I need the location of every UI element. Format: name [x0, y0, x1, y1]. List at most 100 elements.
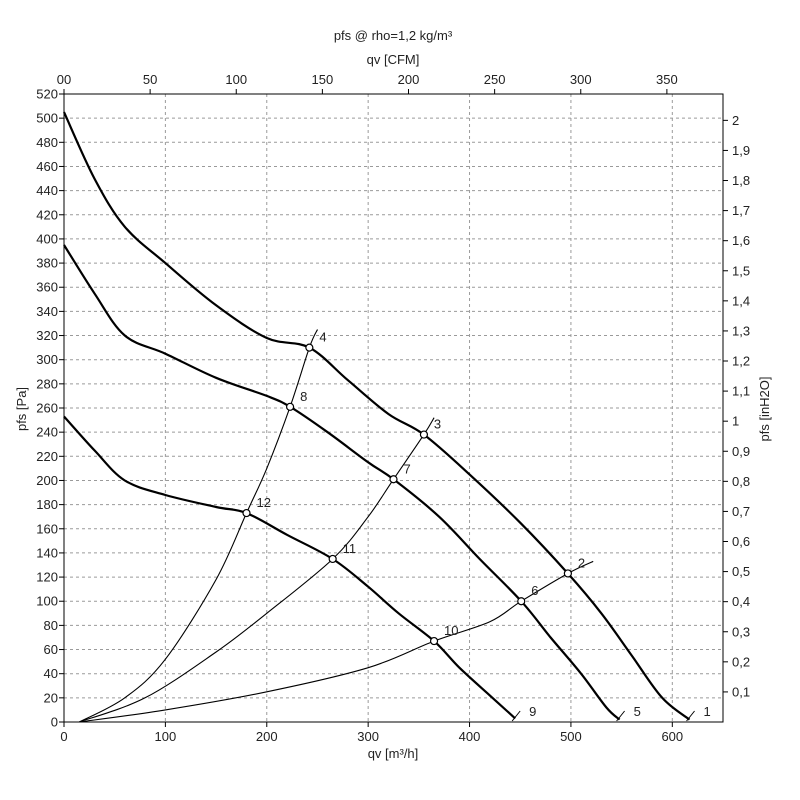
operating-point-label: 2	[578, 555, 585, 570]
operating-point	[285, 402, 295, 411]
system-curve-2	[79, 560, 594, 723]
y2-tick-label: 1	[732, 414, 739, 429]
operating-point-label: 11	[343, 541, 357, 556]
y-tick-label: 300	[36, 352, 58, 367]
y2-tick-label: 0,7	[732, 504, 750, 519]
curve-end-mark	[511, 710, 521, 722]
x-tick-label: 500	[560, 729, 582, 744]
x-tick-label: 100	[155, 729, 177, 744]
y-tick-label: 340	[36, 304, 58, 319]
y-tick-label: 480	[36, 135, 58, 150]
axis-ticks: 0 100 200 300 400 500 600020406080100120140160…	[36, 72, 750, 744]
operating-point	[328, 554, 337, 564]
curve-end-label-5: 5	[634, 704, 641, 719]
y-tick-label: 240	[36, 425, 58, 440]
x2-tick-label: 300	[570, 72, 592, 87]
y-tick-label: 60	[44, 642, 58, 657]
y2-tick-label: 0,6	[732, 534, 750, 549]
plot-frame	[63, 93, 724, 723]
x-tick-label: 600	[661, 729, 683, 744]
x-tick-label: 400	[459, 729, 481, 744]
y2-tick-label: 1,4	[732, 293, 750, 308]
y2-tick-label: 1,7	[732, 203, 750, 218]
y2-tick-label: 1,8	[732, 173, 750, 188]
y2-tick-label: 0,9	[732, 444, 750, 459]
grid	[64, 94, 723, 722]
fan-curve-5	[63, 244, 621, 721]
y-tick-label: 360	[36, 280, 58, 295]
operating-point	[389, 475, 398, 484]
operating-point-label: 7	[404, 461, 411, 476]
operating-point-label: 10	[444, 623, 458, 638]
operating-point-label: 3	[434, 417, 441, 432]
y-tick-label: 20	[44, 690, 58, 705]
x2-tick-label: 00	[57, 72, 71, 87]
operating-point	[429, 636, 439, 646]
curve-end-mark	[686, 710, 695, 722]
x-axis-title: qv [m³/h]	[368, 746, 419, 761]
operating-point-label: 12	[256, 495, 270, 510]
y-tick-label: 100	[36, 594, 58, 609]
x-tick-label: 300	[357, 729, 379, 744]
x-tick-label: 0	[60, 729, 67, 744]
fan-curves: 1 5 9	[63, 111, 711, 722]
y-tick-label: 120	[36, 570, 58, 585]
system-curve-3	[79, 417, 435, 723]
y-tick-label: 160	[36, 521, 58, 536]
x2-tick-label: 350	[656, 72, 678, 87]
y-tick-label: 380	[36, 256, 58, 271]
x2-tick-label: 100	[225, 72, 247, 87]
y-tick-label: 180	[36, 497, 58, 512]
y-tick-label: 400	[36, 231, 58, 246]
y-tick-label: 440	[36, 183, 58, 198]
y-tick-label: 520	[36, 87, 58, 102]
y-tick-label: 220	[36, 449, 58, 464]
y2-tick-label: 0,5	[732, 564, 750, 579]
operating-point-label: 4	[319, 330, 326, 345]
y-tick-label: 200	[36, 473, 58, 488]
y2-tick-label: 0,3	[732, 624, 750, 639]
x2-tick-label: 200	[398, 72, 420, 87]
system-curves	[78, 329, 594, 723]
y2-tick-label: 1,5	[732, 263, 750, 278]
y-tick-label: 0	[51, 715, 58, 730]
operating-point	[419, 430, 429, 439]
operating-point	[563, 569, 572, 578]
y-tick-label: 40	[44, 666, 58, 681]
y2-tick-label: 1,2	[732, 354, 750, 369]
operating-points: 4 8 12 3 7 11 2 6 10	[242, 330, 585, 646]
y-tick-label: 260	[36, 401, 58, 416]
y-tick-label: 320	[36, 328, 58, 343]
system-curve-4	[78, 329, 318, 723]
y-tick-label: 280	[36, 376, 58, 391]
y-tick-label: 80	[44, 618, 58, 633]
operating-point-label: 8	[300, 389, 307, 404]
y2-tick-label: 0,8	[732, 474, 750, 489]
fan-curve-9	[63, 415, 516, 720]
x2-tick-label: 150	[312, 72, 334, 87]
fan-curve-1	[63, 111, 691, 721]
curve-end-mark	[616, 710, 625, 722]
operating-point-label: 6	[531, 583, 538, 598]
y-tick-label: 500	[36, 111, 58, 126]
y2-tick-label: 1,6	[732, 233, 750, 248]
y-tick-label: 420	[36, 207, 58, 222]
y2-tick-label: 2	[732, 113, 739, 128]
operating-point	[242, 508, 251, 518]
y2-tick-label: 1,9	[732, 143, 750, 158]
chart-title: pfs @ rho=1,2 kg/m³	[334, 28, 453, 43]
y-tick-label: 460	[36, 159, 58, 174]
y2-tick-label: 0,1	[732, 684, 750, 699]
y2-tick-label: 1,1	[732, 384, 750, 399]
x-tick-label: 200	[256, 729, 278, 744]
x2-tick-label: 50	[143, 72, 157, 87]
y2-tick-label: 0,4	[732, 594, 750, 609]
operating-point	[305, 343, 314, 352]
curve-end-label-9: 9	[529, 704, 536, 719]
y2-tick-label: 0,2	[732, 654, 750, 669]
y-axis-title: pfs [Pa]	[14, 387, 29, 431]
curve-end-label-1: 1	[704, 704, 711, 719]
operating-point	[517, 597, 526, 606]
x2-axis-title: qv [CFM]	[367, 52, 420, 67]
